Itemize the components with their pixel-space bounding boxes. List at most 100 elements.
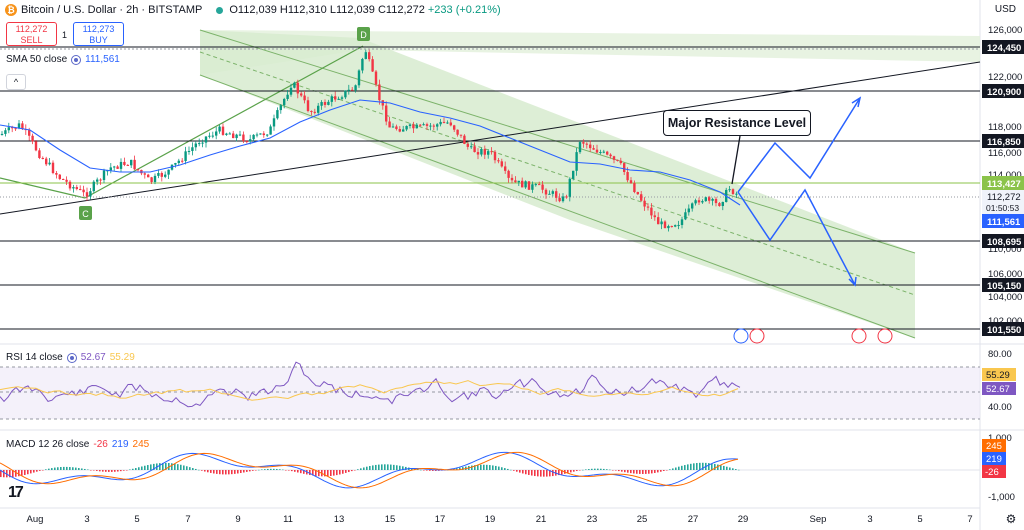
rsi-ma-legend-value: 55.29	[109, 352, 135, 363]
bitcoin-logo-icon: ₿	[5, 4, 17, 16]
time-tick: 7	[185, 514, 190, 525]
market-status-icon	[216, 6, 224, 14]
price-tick: 116,000	[988, 148, 1022, 159]
time-tick: 13	[334, 514, 345, 525]
time-tick: 23	[587, 514, 598, 525]
sma-legend-value: 111,561	[85, 54, 120, 65]
upper-green-band	[200, 30, 980, 75]
price-tick: 122,000	[988, 72, 1022, 83]
chart-header: ₿ Bitcoin / U.S. Dollar · 2h · BITSTAMP …	[0, 0, 501, 20]
visibility-icon[interactable]	[71, 54, 82, 65]
rsi-tick: 80.00	[988, 349, 1012, 360]
macd-signal-value: 245	[986, 441, 1002, 452]
candlesticks	[0, 49, 738, 232]
current-price-label: 112,272	[987, 192, 1021, 203]
level-label-120900: 120,900	[987, 87, 1021, 98]
macd-legend-value: 219	[111, 439, 129, 450]
macd-hist-legend-value: -26	[93, 439, 108, 450]
us-flag-icon	[851, 328, 867, 344]
macd-legend[interactable]: MACD 12 26 close -26 219 245	[6, 439, 149, 450]
gear-icon[interactable]: ⚙	[1005, 512, 1017, 526]
level-label-124450: 124,450	[987, 43, 1021, 54]
currency-label[interactable]: USD	[994, 4, 1016, 15]
sma-legend[interactable]: SMA 50 close 111,561	[6, 54, 120, 65]
level-label-105150: 105,150	[987, 281, 1021, 292]
time-tick: Aug	[27, 514, 44, 525]
level-label-bg	[982, 40, 1024, 54]
price-tick: 104,000	[988, 292, 1022, 303]
rsi-tick: 40.00	[988, 402, 1012, 413]
sma-legend-label: SMA 50 close	[6, 54, 68, 65]
level-label-bg	[982, 322, 1024, 336]
macd-value: 219	[986, 454, 1002, 465]
time-tick: 5	[134, 514, 139, 525]
sell-price: 112,272	[15, 24, 48, 34]
point-d-label: D	[360, 30, 367, 40]
collapse-legend-button[interactable]: ^	[6, 74, 26, 90]
macd-signal-legend-value: 245	[132, 439, 150, 450]
leg-to-c	[0, 177, 86, 199]
macd-histogram	[0, 462, 740, 478]
us-flag-icon	[749, 328, 765, 344]
time-tick: 3	[84, 514, 89, 525]
macd-label-bg	[982, 465, 1006, 478]
level-label-108695: 108,695	[987, 237, 1022, 248]
macd-tick: 1,000	[988, 433, 1012, 444]
price-tick: 106,000	[988, 269, 1022, 280]
price-tick: 114,000	[988, 170, 1022, 181]
tradingview-logo-icon: 17	[8, 484, 24, 501]
buy-price: 112,273	[82, 24, 115, 34]
rsi-label-bg	[982, 382, 1016, 395]
level-label-bg	[982, 134, 1024, 148]
arrow-down-head	[848, 276, 857, 287]
time-tick: 15	[385, 514, 396, 525]
point-c-label: C	[82, 209, 89, 219]
rsi-legend-label: RSI 14 close	[6, 352, 63, 363]
macd-label-bg	[982, 452, 1006, 465]
time-tick: 21	[536, 514, 547, 525]
level-label-bg	[982, 214, 1024, 228]
level-label-116850: 116,850	[987, 137, 1021, 148]
macd-legend-label: MACD 12 26 close	[6, 439, 90, 450]
callout-pointer	[731, 135, 741, 185]
point-c-marker	[79, 206, 92, 220]
buy-button[interactable]: 112,273 BUY	[73, 22, 124, 46]
level-label-bg	[982, 176, 1024, 190]
channel-lower-edge	[199, 74, 916, 339]
time-tick: 9	[235, 514, 240, 525]
level-label-bg	[982, 234, 1024, 248]
time-tick: 11	[283, 514, 293, 525]
sma-value-label: 111,561	[987, 217, 1021, 228]
rsi-ma-line	[0, 380, 739, 401]
price-change: +233 (+0.21%)	[427, 4, 501, 16]
rsi-legend[interactable]: RSI 14 close 52.67 55.29	[6, 352, 135, 363]
time-tick: 25	[637, 514, 648, 525]
level-label-101550: 101,550	[987, 325, 1021, 336]
price-tick: 118,000	[988, 122, 1022, 133]
macd-label-bg	[982, 439, 1006, 452]
ohlc-values: O112,039 H112,310 L112,039 C112,272	[229, 4, 425, 16]
visibility-icon[interactable]	[66, 352, 77, 363]
sell-label: SELL	[20, 35, 43, 45]
event-icon	[733, 328, 749, 344]
sell-button[interactable]: 112,272 SELL	[6, 22, 57, 46]
time-tick: 19	[485, 514, 496, 525]
time-tick: 3	[867, 514, 872, 525]
major-resistance-callout[interactable]: Major Resistance Level	[663, 110, 811, 136]
price-tick: 126,000	[988, 25, 1022, 36]
current-price-bg	[982, 190, 1024, 214]
symbol-title[interactable]: Bitcoin / U.S. Dollar · 2h · BITSTAMP	[21, 4, 203, 16]
macd-hist-value: -26	[985, 467, 999, 478]
macd-signal-line	[0, 451, 739, 489]
buy-label: BUY	[89, 35, 108, 45]
arrow-up-head	[851, 96, 862, 108]
price-tick: 102,000	[988, 316, 1022, 327]
time-tick: 17	[435, 514, 446, 525]
descending-channel	[200, 30, 915, 338]
leg-c-d	[84, 45, 364, 199]
time-tick: 29	[738, 514, 749, 525]
ascending-trendline	[0, 61, 981, 215]
level-label-113427: 113,427	[987, 179, 1021, 190]
rsi-value: 52.67	[986, 384, 1010, 395]
